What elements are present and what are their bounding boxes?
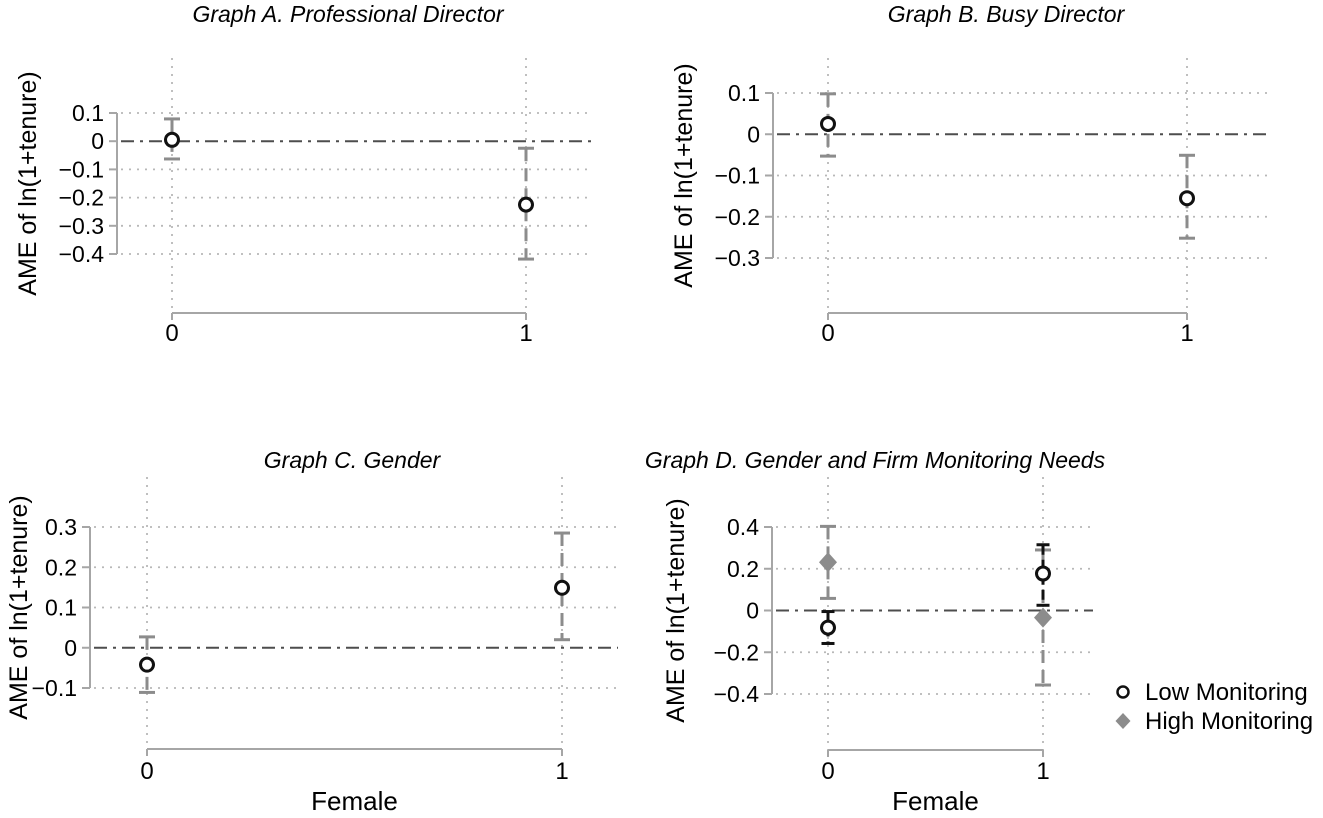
y-axis-label: AME of ln(1+tenure) bbox=[670, 63, 698, 287]
y-tick-label: 0.4 bbox=[727, 514, 759, 540]
legend-item-label: High Monitoring bbox=[1145, 708, 1313, 735]
y-axis-label: AME of ln(1+tenure) bbox=[5, 495, 33, 719]
y-tick-label: 0.3 bbox=[45, 514, 77, 540]
panel-title: Graph C. Gender bbox=[264, 447, 442, 473]
y-tick-label: −0.1 bbox=[59, 156, 104, 182]
y-tick-label: 0.1 bbox=[728, 80, 760, 106]
data-point-diamond bbox=[1034, 607, 1052, 628]
x-tick-label: 0 bbox=[821, 758, 834, 785]
y-tick-label: 0.2 bbox=[727, 556, 759, 582]
y-tick-label: −0.1 bbox=[32, 675, 77, 701]
panel-title: Graph A. Professional Director bbox=[192, 1, 504, 27]
x-tick-label: 0 bbox=[165, 320, 178, 347]
y-tick-label: 0 bbox=[91, 128, 104, 154]
x-axis-label: Female bbox=[311, 786, 398, 816]
y-tick-label: 0 bbox=[64, 635, 77, 661]
legend-circle-icon bbox=[1116, 685, 1130, 699]
panel-title: Graph D. Gender and Firm Monitoring Need… bbox=[645, 447, 1106, 473]
y-tick-label: −0.1 bbox=[715, 163, 760, 189]
y-tick-label: −0.4 bbox=[714, 681, 760, 707]
y-tick-label: −0.2 bbox=[715, 204, 760, 230]
data-point-circle bbox=[1179, 190, 1195, 207]
data-point-circle bbox=[139, 656, 155, 673]
y-tick-label: −0.2 bbox=[714, 639, 759, 665]
x-tick-label: 1 bbox=[519, 320, 532, 347]
data-point-diamond bbox=[819, 552, 837, 573]
panel-B: 0.1 0 −0.1 −0.2 −0.3 0 1 Graph B. Busy Director… bbox=[670, 1, 1272, 347]
panel-D: 0.4 0.2 0 −0.2 −0.4 0 1 Graph D. Gender and Fir… bbox=[645, 447, 1313, 816]
x-tick-label: 0 bbox=[140, 758, 153, 785]
panel-title: Graph B. Busy Director bbox=[888, 1, 1126, 27]
data-point-circle bbox=[554, 579, 570, 596]
legend-item-label: Low Monitoring bbox=[1145, 679, 1308, 706]
x-tick-label: 1 bbox=[555, 758, 568, 785]
y-tick-label: −0.2 bbox=[59, 185, 104, 211]
data-point-circle bbox=[1035, 565, 1051, 582]
data-point-circle bbox=[820, 619, 836, 636]
y-tick-label: 0 bbox=[747, 121, 760, 147]
y-tick-label: 0 bbox=[746, 598, 759, 624]
y-tick-label: −0.3 bbox=[59, 213, 104, 239]
x-tick-label: 1 bbox=[1036, 758, 1049, 785]
data-point-circle bbox=[164, 131, 180, 148]
panel-C: 0.3 0.2 0.1 0 −0.1 0 1 Graph C. Gender AME of ln… bbox=[5, 447, 618, 816]
y-tick-label: −0.3 bbox=[715, 245, 760, 271]
y-tick-label: 0.1 bbox=[45, 595, 77, 621]
y-tick-label: −0.4 bbox=[59, 241, 105, 267]
y-axis-label: AME of ln(1+tenure) bbox=[14, 71, 42, 295]
legend-diamond-icon bbox=[1115, 713, 1131, 729]
y-tick-label: 0.2 bbox=[45, 554, 77, 580]
data-point-circle bbox=[518, 196, 534, 213]
data-point-circle bbox=[820, 115, 836, 132]
x-axis-label: Female bbox=[892, 786, 979, 816]
x-tick-label: 1 bbox=[1180, 320, 1193, 347]
y-axis-label: AME of ln(1+tenure) bbox=[662, 498, 690, 722]
x-tick-label: 0 bbox=[821, 320, 834, 347]
y-tick-label: 0.1 bbox=[72, 100, 104, 126]
